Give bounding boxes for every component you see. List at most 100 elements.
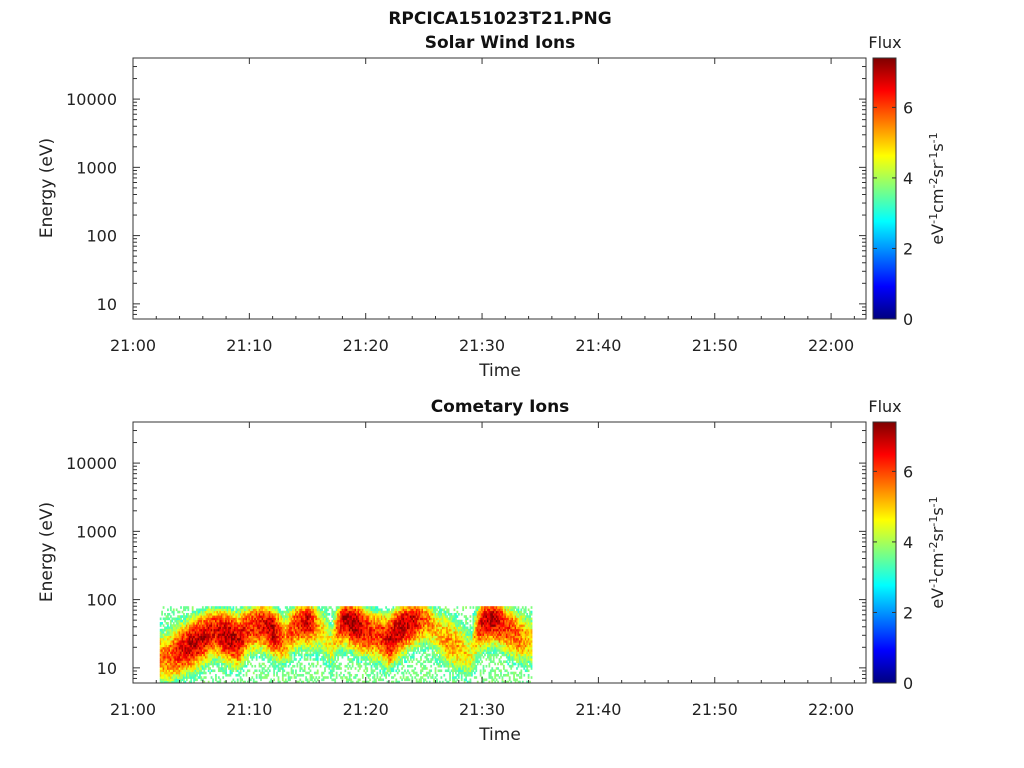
heatmap-cell <box>360 608 363 612</box>
heatmap-cell <box>271 640 274 643</box>
heatmap-cell <box>392 612 395 616</box>
heatmap-cell <box>204 662 207 666</box>
heatmap-cell <box>175 631 178 634</box>
heatmap-cell <box>261 640 264 643</box>
heatmap-cell <box>296 606 299 609</box>
heatmap-cell <box>203 615 206 618</box>
heatmap-cell <box>162 669 165 673</box>
heatmap-cell <box>319 644 322 648</box>
heatmap-cell <box>337 653 339 657</box>
heatmap-cell <box>210 637 213 641</box>
heatmap-cell <box>225 633 228 636</box>
heatmap-cell <box>177 640 180 643</box>
heatmap-cell <box>235 624 238 627</box>
heatmap-cell <box>309 622 312 625</box>
heatmap-cell <box>222 610 225 614</box>
heatmap-cell <box>284 631 287 634</box>
heatmap-cell <box>407 619 409 623</box>
heatmap-cell <box>383 624 386 627</box>
heatmap-cell <box>220 651 223 654</box>
heatmap-cell <box>335 608 338 612</box>
heatmap-cell <box>251 622 254 625</box>
heatmap-cell <box>244 658 246 661</box>
heatmap-cell <box>276 626 278 630</box>
heatmap-cell <box>184 667 187 670</box>
heatmap-cell <box>395 653 398 657</box>
heatmap-cell <box>347 635 350 639</box>
heatmap-cell <box>197 646 200 650</box>
heatmap-cell <box>161 610 164 614</box>
heatmap-cell <box>229 608 232 612</box>
heatmap-cell <box>235 622 238 625</box>
heatmap-cell <box>383 664 386 668</box>
heatmap-cell <box>226 673 229 677</box>
heatmap-cell <box>408 626 411 630</box>
y-tick-label: 1000 <box>76 158 117 177</box>
heatmap-cell <box>258 644 261 648</box>
heatmap-cell <box>174 642 177 645</box>
heatmap-cell <box>271 624 274 627</box>
heatmap-cell <box>373 626 376 630</box>
heatmap-cell <box>263 631 265 634</box>
heatmap-cell <box>265 610 268 614</box>
heatmap-cell <box>196 673 198 677</box>
heatmap-cell <box>305 635 307 639</box>
heatmap-cell <box>348 671 351 675</box>
heatmap-cell <box>297 628 300 632</box>
heatmap-cell <box>264 653 267 657</box>
heatmap-cell <box>210 658 213 661</box>
heatmap-cell <box>203 653 206 657</box>
heatmap-cell <box>274 646 277 650</box>
heatmap-cell <box>360 631 363 634</box>
heatmap-cell <box>252 655 255 659</box>
heatmap-cell <box>239 631 242 634</box>
heatmap-cell <box>319 664 322 668</box>
heatmap-cell <box>398 669 401 673</box>
heatmap-cell <box>215 635 217 639</box>
heatmap-cell <box>379 649 382 652</box>
heatmap-cell <box>300 635 303 639</box>
heatmap-cell <box>242 651 245 654</box>
heatmap-cell <box>363 653 366 657</box>
heatmap-cell <box>171 649 174 652</box>
heatmap-cell <box>222 615 225 618</box>
heatmap-cell <box>223 667 226 670</box>
heatmap-cell <box>373 660 376 664</box>
heatmap-cell <box>289 635 291 639</box>
heatmap-cell <box>329 644 332 648</box>
heatmap-cell <box>376 640 379 643</box>
heatmap-cell <box>276 622 278 625</box>
heatmap-cell <box>183 667 185 670</box>
heatmap-cell <box>167 608 169 612</box>
heatmap-cell <box>399 622 402 625</box>
heatmap-cell <box>270 642 273 645</box>
heatmap-cell <box>313 617 316 621</box>
heatmap-cell <box>180 628 182 632</box>
heatmap-cell <box>204 622 207 625</box>
heatmap-cell <box>348 646 351 650</box>
heatmap-cell <box>305 676 307 679</box>
heatmap-cell <box>210 615 213 618</box>
heatmap-cell <box>338 667 341 670</box>
heatmap-cell <box>241 649 243 652</box>
heatmap-cell <box>325 646 328 650</box>
heatmap-cell <box>236 617 239 621</box>
heatmap-cell <box>402 640 405 643</box>
heatmap-cell <box>290 655 293 659</box>
heatmap-cell <box>197 655 200 659</box>
heatmap-cell <box>193 671 196 675</box>
heatmap-cell <box>331 644 334 648</box>
heatmap-cell <box>213 608 216 612</box>
heatmap-cell <box>276 615 278 618</box>
heatmap-cell <box>251 658 254 661</box>
heatmap-cell <box>344 644 347 648</box>
heatmap-cell <box>255 631 258 634</box>
heatmap-cell <box>159 640 162 643</box>
heatmap-cell <box>207 619 210 623</box>
heatmap-cell <box>350 622 353 625</box>
heatmap-cell <box>313 649 316 652</box>
heatmap-cell <box>183 660 185 664</box>
heatmap-cell <box>241 640 243 643</box>
heatmap-cell <box>340 624 342 627</box>
heatmap-cell <box>401 642 403 645</box>
